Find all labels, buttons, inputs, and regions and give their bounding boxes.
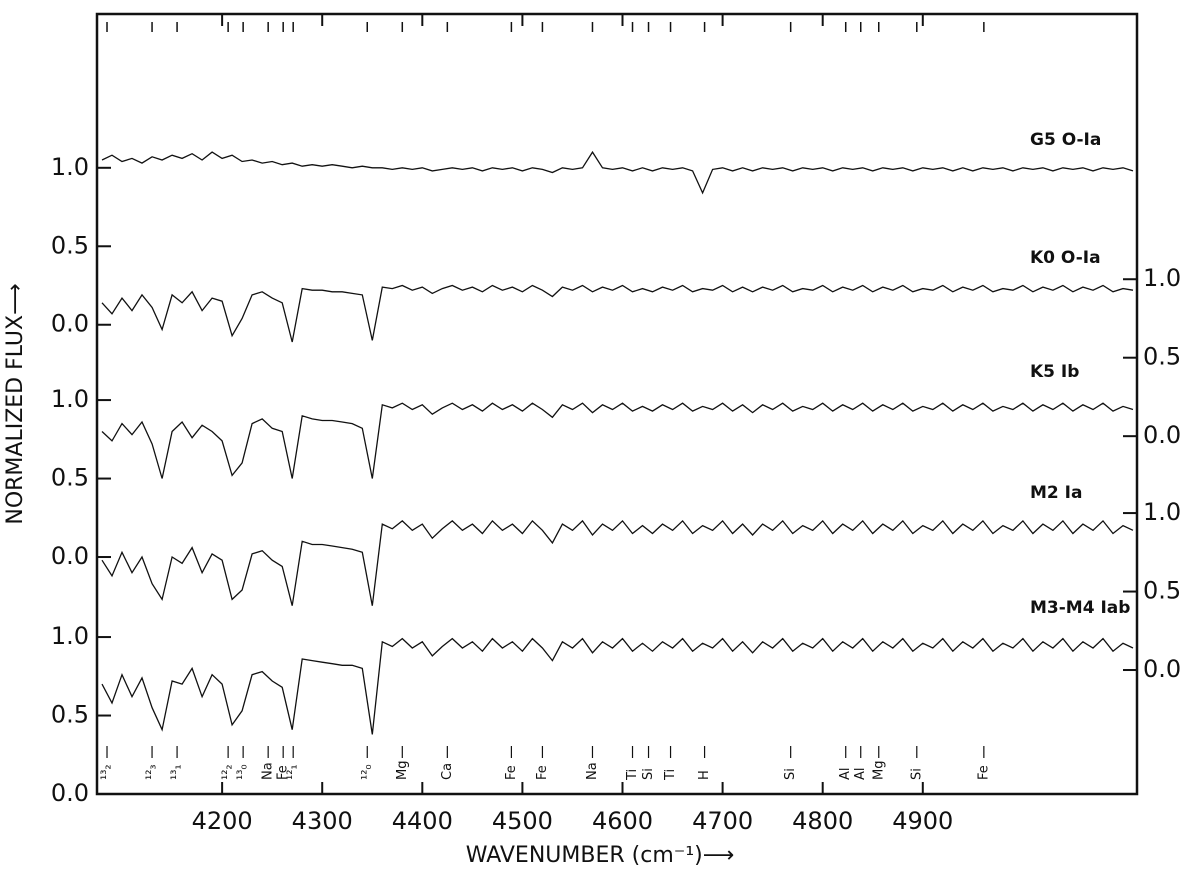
line-id-label: Fe: [276, 765, 291, 780]
line-id-label: Fe: [535, 765, 550, 780]
line-id-label: H: [697, 770, 712, 780]
line-id-label: ¹²₀: [360, 764, 375, 780]
x-tick-label: 4800: [792, 807, 853, 835]
line-id-label: Si: [909, 768, 924, 780]
x-tick-label: 4900: [892, 807, 953, 835]
y-tick-label: 0.0: [1143, 421, 1181, 449]
line-id-label: ¹²₃: [145, 764, 160, 780]
x-tick-label: 4200: [192, 807, 253, 835]
series-label: M3-M4 Iab: [1030, 598, 1130, 618]
line-id-label: Mg: [395, 761, 410, 780]
line-id-label: Mg: [871, 761, 886, 780]
line-id-label: Ti: [663, 769, 678, 781]
y-tick-label: 0.5: [51, 231, 89, 259]
y-tick-label: 0.0: [51, 310, 89, 338]
spectrum-line: [101, 150, 1134, 195]
line-id-label: Na: [261, 762, 276, 780]
x-tick-label: 4400: [392, 807, 453, 835]
x-tick-label: 4500: [492, 807, 553, 835]
line-id-label: ¹²₂: [221, 764, 236, 780]
x-axis-label: WAVENUMBER (cm⁻¹)⟶: [466, 843, 735, 868]
y-tick-label: 0.0: [51, 542, 89, 570]
line-id-label: ¹³₀: [236, 764, 251, 780]
line-id-label: Ca: [440, 763, 455, 780]
line-id-label: Al: [838, 767, 853, 780]
y-axis-label: NORMALIZED FLUX⟶: [3, 283, 28, 524]
series-label: G5 O-Ia: [1030, 130, 1101, 150]
x-tick-label: 4600: [592, 807, 653, 835]
y-tick-label: 1.0: [51, 153, 89, 181]
spectrum-line: [101, 637, 1134, 735]
x-tick-label: 4300: [292, 807, 353, 835]
line-id-label: Na: [585, 762, 600, 780]
y-tick-label: 0.5: [1143, 577, 1181, 605]
line-id-label: ¹³₁: [170, 764, 185, 780]
y-tick-label: 0.5: [1143, 343, 1181, 371]
y-tick-label: 1.0: [51, 385, 89, 413]
x-tick-label: 4700: [692, 807, 753, 835]
line-id-label: ¹³₂: [100, 764, 115, 780]
y-tick-label: 0.0: [51, 779, 89, 807]
y-tick-label: 1.0: [1143, 498, 1181, 526]
line-id-label: Si: [641, 768, 656, 780]
line-id-label: Al: [853, 767, 868, 780]
y-tick-label: 0.5: [51, 464, 89, 492]
series-label: M2 Ia: [1030, 483, 1082, 503]
line-id-label: Si: [783, 768, 798, 780]
series-label: K0 O-Ia: [1030, 248, 1101, 268]
series-label: K5 Ib: [1030, 362, 1079, 382]
line-id-label: ¹²₁: [286, 764, 301, 780]
y-tick-label: 1.0: [1143, 264, 1181, 292]
spectrum-line: [101, 519, 1134, 606]
y-tick-label: 0.5: [51, 701, 89, 729]
line-id-label: Fe: [504, 765, 519, 780]
line-id-label: Ti: [625, 769, 640, 781]
line-id-label: Fe: [976, 765, 991, 780]
y-tick-label: 1.0: [51, 622, 89, 650]
y-tick-label: 0.0: [1143, 655, 1181, 683]
spectrum-line: [101, 402, 1134, 479]
plot-frame: [95, 12, 1139, 796]
spectrum-line: [101, 284, 1134, 343]
